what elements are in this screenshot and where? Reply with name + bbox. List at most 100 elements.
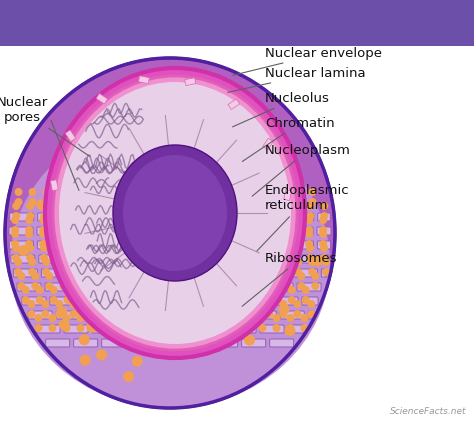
Circle shape xyxy=(39,230,47,238)
Circle shape xyxy=(322,268,330,276)
Circle shape xyxy=(211,253,220,262)
Circle shape xyxy=(126,89,134,97)
Circle shape xyxy=(166,235,177,246)
Circle shape xyxy=(235,240,243,248)
Circle shape xyxy=(263,216,271,224)
Circle shape xyxy=(112,258,120,266)
Circle shape xyxy=(140,258,148,266)
Circle shape xyxy=(221,216,229,224)
Circle shape xyxy=(151,314,162,325)
Circle shape xyxy=(235,226,243,234)
Text: Nucleolus: Nucleolus xyxy=(233,92,330,127)
Circle shape xyxy=(264,243,274,254)
FancyBboxPatch shape xyxy=(28,311,52,319)
Circle shape xyxy=(96,212,104,220)
Circle shape xyxy=(217,324,225,332)
Bar xyxy=(228,99,240,110)
FancyBboxPatch shape xyxy=(206,213,230,221)
Circle shape xyxy=(208,212,216,220)
Circle shape xyxy=(194,244,202,252)
Ellipse shape xyxy=(106,276,124,289)
Circle shape xyxy=(146,314,155,322)
Circle shape xyxy=(182,300,190,308)
Ellipse shape xyxy=(101,273,129,293)
Circle shape xyxy=(255,282,264,290)
Circle shape xyxy=(55,212,62,220)
FancyBboxPatch shape xyxy=(162,297,186,305)
FancyBboxPatch shape xyxy=(252,311,276,319)
Circle shape xyxy=(266,258,274,266)
Circle shape xyxy=(68,202,76,210)
Circle shape xyxy=(155,188,163,196)
Circle shape xyxy=(207,230,215,238)
Circle shape xyxy=(115,272,123,280)
Circle shape xyxy=(235,216,243,224)
Circle shape xyxy=(253,198,261,206)
Circle shape xyxy=(210,310,218,318)
Circle shape xyxy=(208,202,216,210)
Circle shape xyxy=(123,226,131,234)
Circle shape xyxy=(40,254,48,262)
FancyBboxPatch shape xyxy=(265,269,289,277)
Circle shape xyxy=(129,272,137,280)
FancyBboxPatch shape xyxy=(9,241,33,249)
Circle shape xyxy=(255,272,264,280)
Circle shape xyxy=(250,212,258,220)
Circle shape xyxy=(12,244,20,252)
FancyBboxPatch shape xyxy=(9,213,34,221)
Circle shape xyxy=(64,296,72,304)
Circle shape xyxy=(91,296,100,304)
Circle shape xyxy=(225,198,233,206)
Circle shape xyxy=(26,244,34,252)
Circle shape xyxy=(106,296,114,304)
Circle shape xyxy=(118,314,127,322)
Circle shape xyxy=(153,273,164,283)
Circle shape xyxy=(12,212,20,220)
Circle shape xyxy=(40,212,48,220)
FancyBboxPatch shape xyxy=(37,227,61,235)
Circle shape xyxy=(87,122,96,131)
Circle shape xyxy=(292,244,300,252)
Circle shape xyxy=(166,254,174,262)
Circle shape xyxy=(283,282,292,290)
Circle shape xyxy=(117,252,126,261)
Circle shape xyxy=(99,198,107,206)
Circle shape xyxy=(84,268,92,276)
Circle shape xyxy=(246,226,255,235)
Circle shape xyxy=(165,230,173,238)
Circle shape xyxy=(55,173,64,182)
FancyBboxPatch shape xyxy=(302,297,318,305)
Circle shape xyxy=(278,202,286,210)
FancyBboxPatch shape xyxy=(246,297,270,305)
Circle shape xyxy=(80,355,91,366)
Circle shape xyxy=(70,258,78,266)
Circle shape xyxy=(124,244,132,252)
Ellipse shape xyxy=(66,172,84,184)
FancyBboxPatch shape xyxy=(178,213,202,221)
Circle shape xyxy=(50,286,58,294)
Circle shape xyxy=(235,234,244,243)
Circle shape xyxy=(247,290,258,300)
Circle shape xyxy=(309,188,317,196)
Circle shape xyxy=(76,314,84,322)
Circle shape xyxy=(228,282,235,290)
Circle shape xyxy=(280,258,288,266)
Circle shape xyxy=(25,230,33,238)
Circle shape xyxy=(249,288,261,299)
Circle shape xyxy=(160,287,171,298)
Circle shape xyxy=(82,244,90,252)
Circle shape xyxy=(97,224,108,235)
FancyBboxPatch shape xyxy=(46,339,70,347)
Circle shape xyxy=(112,188,120,196)
Circle shape xyxy=(260,286,268,294)
FancyBboxPatch shape xyxy=(120,325,144,333)
Circle shape xyxy=(238,198,246,206)
Circle shape xyxy=(223,219,232,228)
Circle shape xyxy=(53,226,61,234)
Circle shape xyxy=(244,143,253,152)
FancyBboxPatch shape xyxy=(237,269,261,277)
Circle shape xyxy=(139,310,147,318)
Circle shape xyxy=(277,240,285,248)
Circle shape xyxy=(266,197,275,206)
Circle shape xyxy=(59,282,67,290)
